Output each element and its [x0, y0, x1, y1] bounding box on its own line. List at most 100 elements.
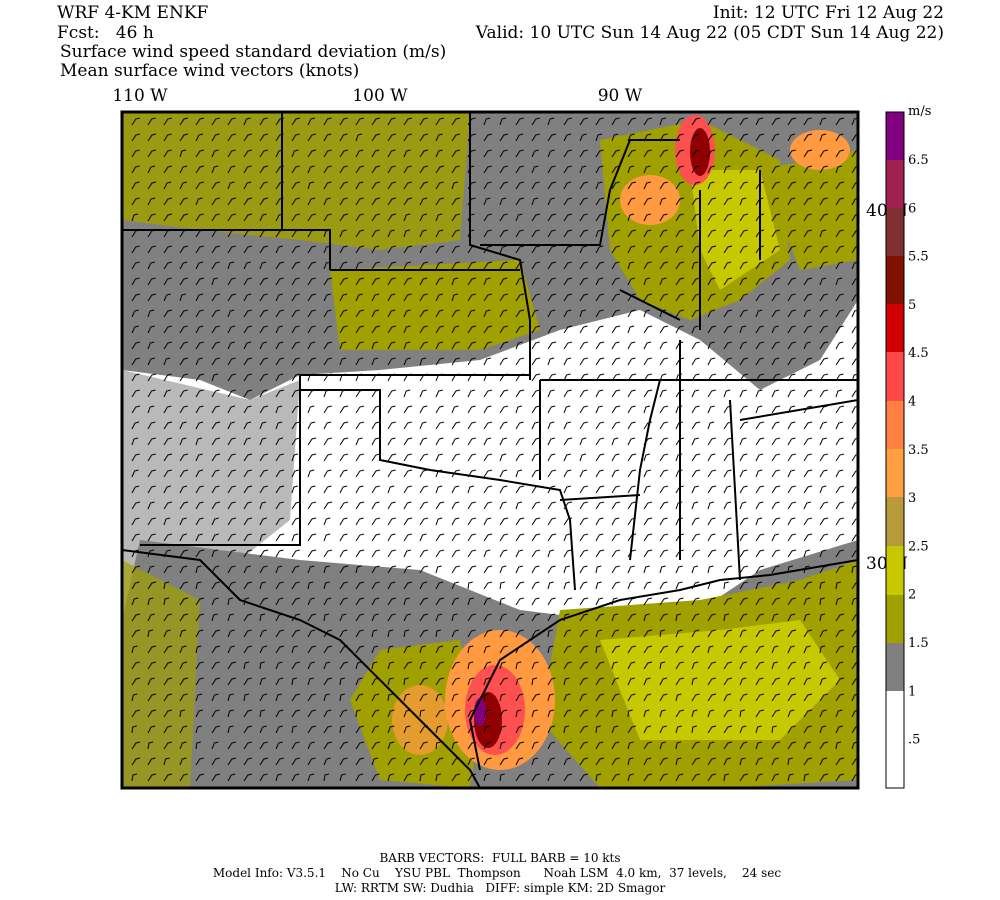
wind-barb — [307, 341, 316, 350]
wind-barb — [435, 197, 444, 206]
wind-barb — [547, 645, 554, 654]
wind-barb — [803, 517, 813, 526]
wind-barb — [467, 757, 475, 766]
wind-barb — [627, 341, 636, 350]
wind-barb — [835, 405, 845, 414]
colorbar-label: 4.5 — [908, 346, 929, 361]
wind-barb — [611, 261, 620, 270]
wind-barb — [723, 357, 732, 366]
wind-barb — [675, 405, 683, 414]
wind-barb — [339, 645, 349, 654]
wind-barb — [371, 325, 381, 334]
wind-barb — [611, 325, 621, 334]
wind-barb — [851, 661, 858, 670]
wind-barb — [147, 261, 156, 270]
wind-barb — [387, 309, 396, 318]
wind-barb — [163, 741, 173, 750]
wind-barb — [211, 549, 219, 558]
wind-barb — [307, 213, 316, 222]
wind-barb — [483, 725, 490, 734]
wind-barb — [259, 181, 268, 190]
wind-barb — [835, 341, 844, 350]
wind-barb — [819, 709, 827, 718]
wind-barb — [307, 197, 316, 206]
wind-barb — [659, 517, 668, 526]
wind-barb — [403, 693, 410, 702]
wind-barb — [291, 453, 299, 462]
wind-barb — [579, 741, 588, 750]
wind-barb — [211, 229, 220, 238]
wind-barb — [643, 693, 652, 702]
wind-barb — [643, 213, 651, 222]
wind-barb — [147, 469, 156, 478]
wind-barb — [275, 757, 284, 766]
wind-barb — [627, 309, 636, 318]
wind-barb — [227, 245, 236, 254]
wind-barb — [755, 549, 765, 558]
wind-barb — [531, 341, 540, 350]
wind-barb — [579, 245, 588, 254]
wind-barb — [355, 517, 364, 526]
wind-barb — [739, 373, 749, 382]
wind-barb — [179, 741, 187, 750]
wind-barb — [387, 453, 397, 462]
wind-barb — [643, 549, 653, 558]
wind-barb — [323, 293, 331, 302]
wind-barb — [339, 453, 349, 462]
wind-barb — [451, 453, 460, 462]
wind-barb — [643, 293, 653, 302]
wind-barb — [659, 757, 668, 766]
wind-barb — [531, 693, 541, 702]
wind-barb — [659, 229, 668, 238]
wind-barb — [227, 357, 236, 366]
wind-barb — [323, 469, 332, 478]
wind-barb — [371, 613, 379, 622]
wind-barb — [259, 277, 269, 286]
wind-barb — [435, 773, 442, 782]
wind-barb — [227, 517, 237, 526]
wind-barb — [787, 549, 797, 558]
wind-barb — [291, 277, 300, 286]
wind-barb — [355, 341, 364, 350]
wind-barb — [819, 245, 828, 254]
wind-barb — [563, 725, 570, 734]
wind-barb — [227, 725, 234, 734]
wind-barb — [563, 693, 571, 702]
wind-barb — [371, 437, 380, 446]
wind-barb — [835, 373, 844, 382]
wind-barb — [339, 677, 346, 686]
wind-barb — [547, 741, 556, 750]
wind-barb — [723, 661, 733, 670]
wind-barb — [515, 389, 525, 398]
wind-barb — [675, 341, 684, 350]
wind-barb — [803, 549, 811, 558]
wind-barb — [147, 309, 155, 318]
wind-barb — [803, 773, 810, 782]
wind-barb — [371, 165, 381, 174]
wind-barb — [467, 181, 476, 190]
wind-barb — [851, 533, 858, 542]
wind-barb — [531, 741, 539, 750]
wind-barb — [163, 277, 172, 286]
wind-barb — [563, 645, 572, 654]
wind-barb — [755, 501, 764, 510]
wind-barb — [771, 757, 779, 766]
colorbar-label: .5 — [908, 733, 920, 748]
wind-barb — [307, 277, 316, 286]
wind-barb — [627, 693, 636, 702]
wind-barb — [131, 757, 141, 766]
wind-barb — [787, 277, 797, 286]
wind-barb — [563, 309, 572, 318]
wind-barb — [659, 485, 669, 494]
wind-barb — [595, 757, 605, 766]
wind-barb — [499, 773, 505, 782]
wind-barb — [771, 421, 780, 430]
wind-barb — [227, 405, 236, 414]
wind-barb — [355, 677, 363, 686]
wind-barb — [771, 693, 781, 702]
wind-barb — [211, 469, 220, 478]
wind-barb — [467, 501, 476, 510]
wind-barb — [227, 165, 236, 174]
wind-barb — [547, 165, 556, 174]
wind-barb — [419, 373, 428, 382]
